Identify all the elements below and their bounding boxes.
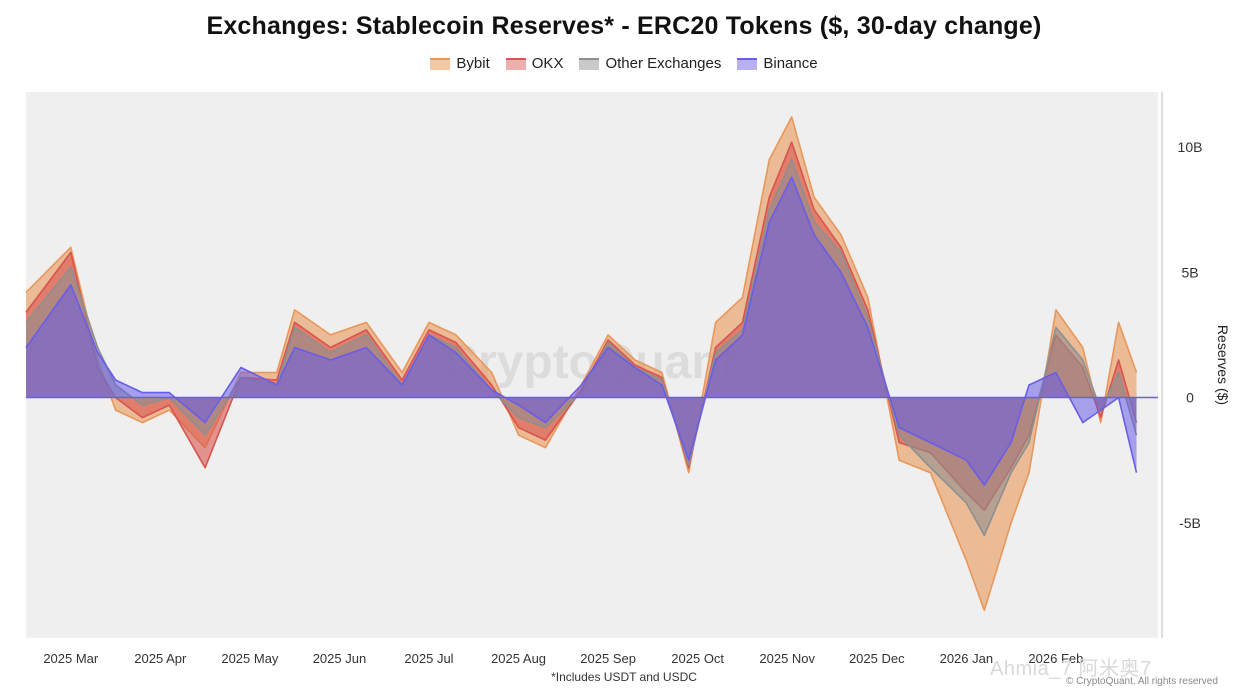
x-tick-label: 2026 Jan	[940, 651, 994, 666]
legend-item-binance[interactable]: Binance	[737, 55, 818, 72]
x-tick-label: 2025 May	[221, 651, 279, 666]
series-binance	[25, 176, 1138, 486]
x-tick-label: 2025 Aug	[491, 651, 546, 666]
x-tick-label: 2025 Jul	[404, 651, 453, 666]
line-binance	[25, 176, 1138, 486]
x-tick-label: 2025 Dec	[849, 651, 905, 666]
x-tick-label: 2025 Sep	[580, 651, 636, 666]
legend-swatch-binance	[737, 57, 758, 70]
legend-label-other-exchanges: Other Exchanges	[605, 55, 722, 72]
legend-swatch-bybit	[430, 57, 451, 70]
y-axis-ticks: 10B 5B 0 -5B	[1178, 139, 1203, 531]
x-tick-label: 2025 Nov	[759, 651, 815, 666]
y-axis-label: Reserves ($)	[1215, 325, 1231, 405]
y-tick-label: -5B	[1179, 515, 1201, 531]
x-tick-label: 2025 Mar	[43, 651, 99, 666]
corner-watermark: Ahmia_7 阿米奥7	[990, 658, 1152, 680]
legend-swatch-other-exchanges	[579, 57, 600, 70]
legend-label-okx: OKX	[531, 55, 564, 72]
y-tick-label: 5B	[1181, 264, 1198, 280]
y-tick-label: 10B	[1178, 139, 1203, 155]
chart-title: Exchanges: Stablecoin Reserves* - ERC20 …	[206, 12, 1042, 40]
legend-swatch-okx	[505, 57, 526, 70]
x-tick-label: 2025 Apr	[134, 651, 187, 666]
x-axis-ticks: 2025 Mar 2025 Apr 2025 May 2025 Jun 2025 Jul…	[43, 651, 1083, 666]
legend-item-okx[interactable]: OKX	[505, 55, 564, 72]
y-tick-label: 0	[1186, 390, 1194, 406]
legend-item-bybit[interactable]: Bybit	[430, 55, 490, 72]
x-tick-label: 2026 Feb	[1028, 651, 1083, 666]
legend-label-bybit: Bybit	[456, 55, 490, 72]
x-tick-label: 2025 Oct	[671, 651, 724, 666]
x-tick-label: 2025 Jun	[313, 651, 367, 666]
footnote: *Includes USDT and USDC	[551, 670, 697, 684]
copyright-credit: © CryptoQuant. All rights reserved	[1066, 676, 1218, 687]
chart-legend: Bybit OKX Other Exchanges Binance	[0, 55, 1248, 72]
legend-item-other-exchanges[interactable]: Other Exchanges	[579, 55, 721, 72]
series-layer	[25, 116, 1138, 612]
legend-label-binance: Binance	[763, 55, 818, 72]
